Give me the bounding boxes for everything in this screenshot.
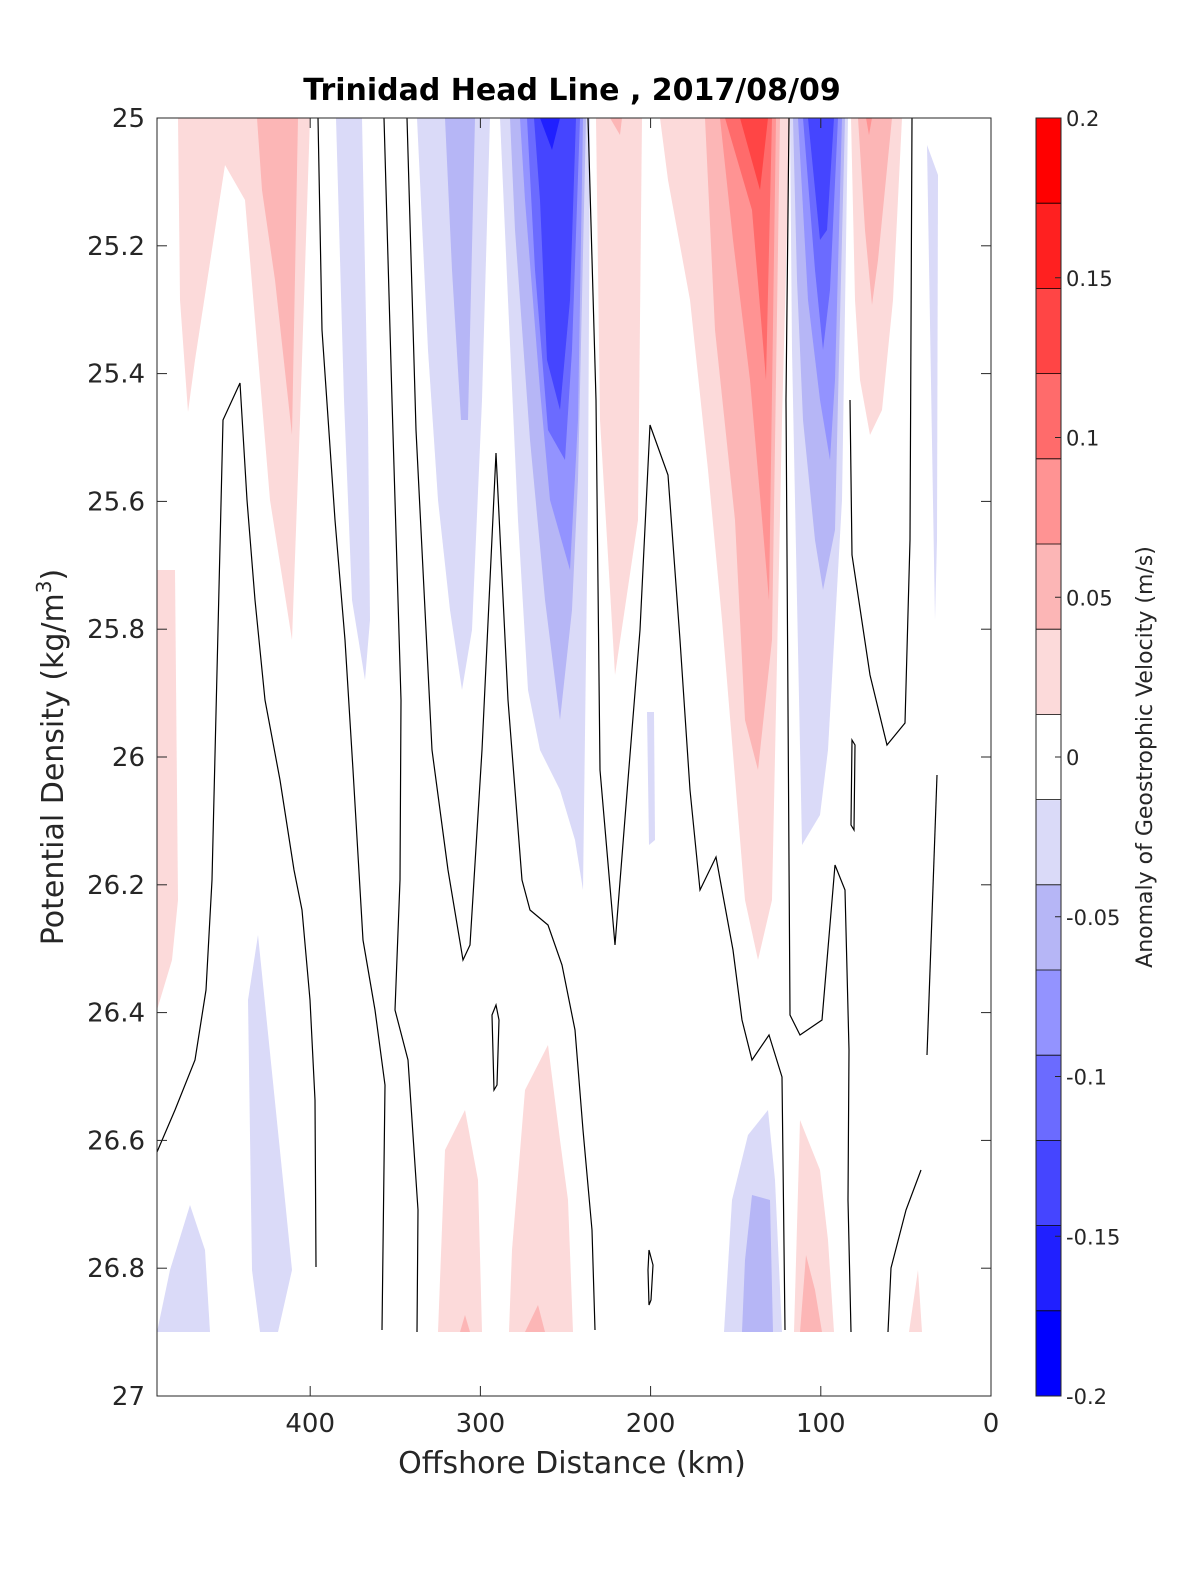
colorbar-level <box>1036 118 1061 204</box>
y-tick-label: 25.6 <box>87 487 145 517</box>
colorbar-label: Anomaly of Geostrophic Velocity (m/s) <box>1133 546 1158 968</box>
colorbar-level <box>1036 458 1061 545</box>
negative-anomaly-fills <box>157 118 938 1332</box>
colorbar-level <box>1036 373 1061 460</box>
colorbar-tick-label: 0.1 <box>1066 427 1099 451</box>
colorbar-tick-label: -0.05 <box>1066 906 1120 930</box>
y-tick-label: 25 <box>112 104 145 134</box>
y-tick-label: 25.2 <box>87 232 145 262</box>
y-tick-label: 26.2 <box>87 871 145 901</box>
y-axis-label-main: Potential Density (kg/m <box>36 593 71 945</box>
plot-area <box>157 118 938 1333</box>
colorbar-level <box>1036 970 1061 1056</box>
y-tick-label: 26.8 <box>87 1254 145 1284</box>
colorbar-tick-label: -0.2 <box>1066 1385 1107 1409</box>
y-tick-label: 27 <box>112 1382 145 1412</box>
axis-ticks: 400 300 200 100 0 25 25.2 25.4 25.6 25.8 26 26.2 26.… <box>87 104 999 1439</box>
y-tick-label: 26 <box>112 743 145 773</box>
x-tick-label: 400 <box>285 1409 335 1439</box>
colorbar-level <box>1036 1140 1061 1227</box>
colorbar-tick-label: 0.05 <box>1066 586 1113 610</box>
y-tick-label: 25.8 <box>87 615 145 645</box>
y-axis-label-superscript: 3 <box>32 580 56 593</box>
y-axis-label-tail: ) <box>36 569 71 581</box>
positive-anomaly-fills <box>157 118 922 1332</box>
colorbar-tick-label: -0.15 <box>1066 1225 1120 1249</box>
zero-contour-lines <box>157 118 938 1333</box>
y-tick-label: 25.4 <box>87 360 145 390</box>
colorbar-tick-label: 0.15 <box>1066 267 1113 291</box>
y-tick-label: 26.6 <box>87 1126 145 1156</box>
colorbar-level <box>1036 288 1061 375</box>
colorbar-level <box>1036 1055 1061 1141</box>
colorbar-level <box>1036 629 1061 715</box>
colorbar-level <box>1036 544 1061 630</box>
chart-title: Trinidad Head Line , 2017/08/09 <box>303 73 840 108</box>
x-tick-label: 200 <box>626 1409 676 1439</box>
x-tick-label: 100 <box>796 1409 846 1439</box>
colorbar-tick-label: 0.2 <box>1066 107 1099 131</box>
colorbar-tick-label: -0.1 <box>1066 1066 1107 1090</box>
x-tick-label: 0 <box>983 1409 1000 1439</box>
x-tick-label: 300 <box>456 1409 506 1439</box>
colorbar-level <box>1036 799 1061 886</box>
colorbar-tick-label: 0 <box>1066 746 1079 770</box>
colorbar-level <box>1036 1310 1061 1397</box>
x-axis-label: Offshore Distance (km) <box>398 1446 746 1481</box>
colorbar-level <box>1036 1225 1061 1312</box>
colorbar-level <box>1036 203 1061 289</box>
y-axis-label: Potential Density (kg/m3) <box>32 569 71 945</box>
y-tick-label: 26.4 <box>87 999 145 1029</box>
colorbar: 0.2 0.15 0.1 0.05 0 -0.05 -0.1 -0.15 -0.2 <box>1035 107 1120 1409</box>
colorbar-level <box>1036 884 1061 971</box>
